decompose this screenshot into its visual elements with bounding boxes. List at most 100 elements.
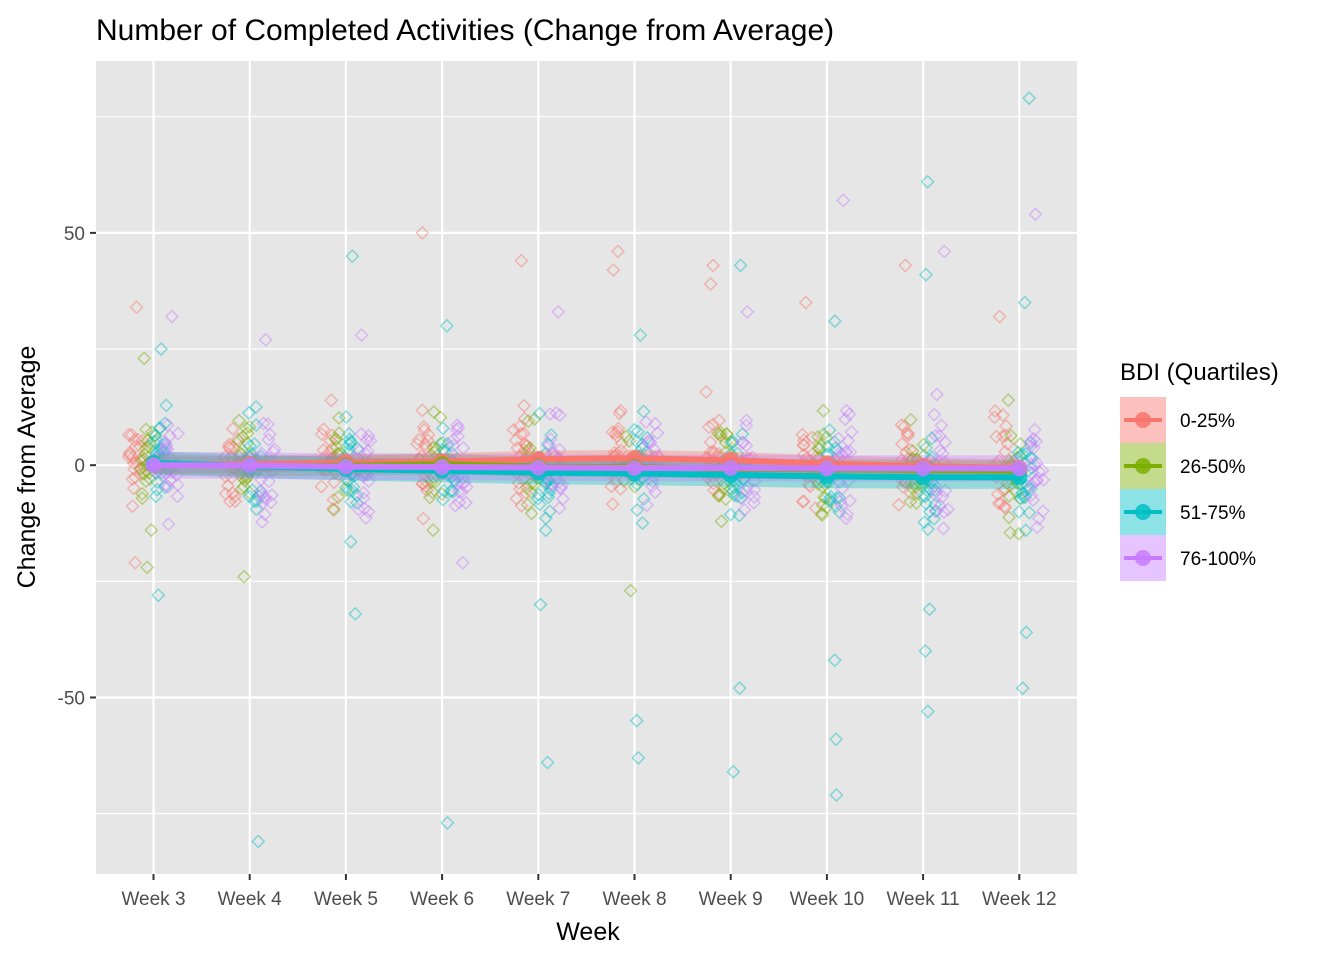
data-point: [145, 424, 160, 440]
data-point: [638, 414, 654, 430]
data-point: [338, 480, 354, 495]
data-point: [159, 437, 174, 452]
data-point: [726, 764, 741, 779]
data-point: [805, 430, 820, 445]
data-point: [918, 643, 933, 659]
data-point: [543, 482, 558, 497]
data-point: [524, 506, 539, 521]
data-point: [139, 422, 154, 437]
data-point: [703, 276, 718, 292]
data-point: [220, 478, 235, 493]
legend-key-point: [1135, 458, 1151, 474]
data-point: [916, 488, 931, 503]
data-point: [225, 486, 240, 501]
data-point: [416, 511, 431, 526]
data-point: [150, 474, 165, 490]
data-point: [416, 419, 431, 434]
data-point: [1022, 505, 1037, 520]
data-point: [427, 444, 442, 460]
data-point: [822, 494, 838, 509]
data-point: [164, 309, 179, 324]
data-point: [633, 328, 648, 343]
data-point: [161, 517, 176, 532]
data-point: [630, 424, 645, 439]
data-point: [630, 502, 645, 518]
data-point: [938, 435, 953, 450]
data-point: [433, 410, 448, 425]
data-point: [928, 503, 943, 518]
data-point: [820, 439, 835, 454]
data-point: [719, 426, 734, 442]
data-point: [160, 442, 175, 457]
data-point: [926, 511, 942, 526]
series-point-76-100%: [434, 459, 451, 476]
data-point: [840, 507, 855, 522]
data-point: [651, 448, 666, 463]
data-point: [730, 488, 745, 504]
data-point: [162, 428, 178, 443]
data-point: [314, 427, 329, 442]
legend: BDI (Quartiles) 0-25% 26-50% 51-75% 76-100%: [1120, 359, 1279, 581]
data-point: [218, 469, 233, 484]
data-point: [1026, 431, 1041, 447]
data-point: [419, 483, 434, 498]
data-point: [222, 494, 238, 509]
data-point: [640, 430, 655, 445]
data-point: [446, 484, 461, 499]
data-point: [1027, 457, 1042, 472]
data-point: [940, 502, 956, 517]
data-point: [1011, 504, 1026, 519]
data-point: [829, 491, 844, 506]
data-point: [1029, 455, 1044, 470]
data-point: [1013, 491, 1028, 506]
data-point: [838, 412, 853, 427]
data-point: [154, 341, 169, 357]
data-point: [719, 426, 734, 442]
data-point: [341, 473, 356, 488]
data-point: [527, 412, 542, 427]
data-point: [428, 474, 443, 489]
data-point: [126, 456, 141, 471]
data-point: [929, 504, 944, 519]
data-point: [361, 473, 376, 489]
data-point: [170, 489, 185, 504]
data-point: [718, 435, 733, 450]
data-point: [230, 456, 245, 471]
data-point: [832, 445, 847, 461]
data-point: [160, 417, 175, 433]
data-point: [454, 484, 469, 499]
data-point: [543, 406, 558, 422]
data-point: [258, 491, 273, 506]
data-point: [605, 425, 620, 440]
data-point: [927, 482, 942, 498]
data-point: [341, 483, 357, 498]
data-point: [349, 495, 365, 510]
data-point: [797, 438, 812, 453]
data-point: [903, 412, 918, 427]
data-point: [827, 314, 842, 329]
x-tick-label: Week 12: [982, 889, 1057, 910]
data-point: [732, 681, 747, 696]
data-point: [354, 328, 369, 343]
data-point: [706, 482, 722, 498]
data-point: [357, 501, 372, 516]
data-point: [433, 436, 448, 451]
data-point: [140, 560, 155, 575]
data-point: [934, 418, 949, 433]
data-point: [237, 569, 252, 584]
data-point: [917, 515, 932, 530]
data-point: [166, 464, 181, 479]
data-point: [932, 429, 947, 444]
data-point: [221, 440, 236, 455]
data-point: [1030, 520, 1045, 535]
data-point: [631, 750, 646, 765]
data-point: [256, 495, 271, 510]
data-point: [443, 484, 458, 499]
data-point: [356, 491, 371, 506]
data-point: [805, 446, 821, 461]
data-point: [129, 300, 144, 315]
data-point: [795, 494, 810, 509]
data-point: [831, 431, 846, 446]
data-point: [919, 496, 934, 511]
data-point: [739, 438, 754, 453]
